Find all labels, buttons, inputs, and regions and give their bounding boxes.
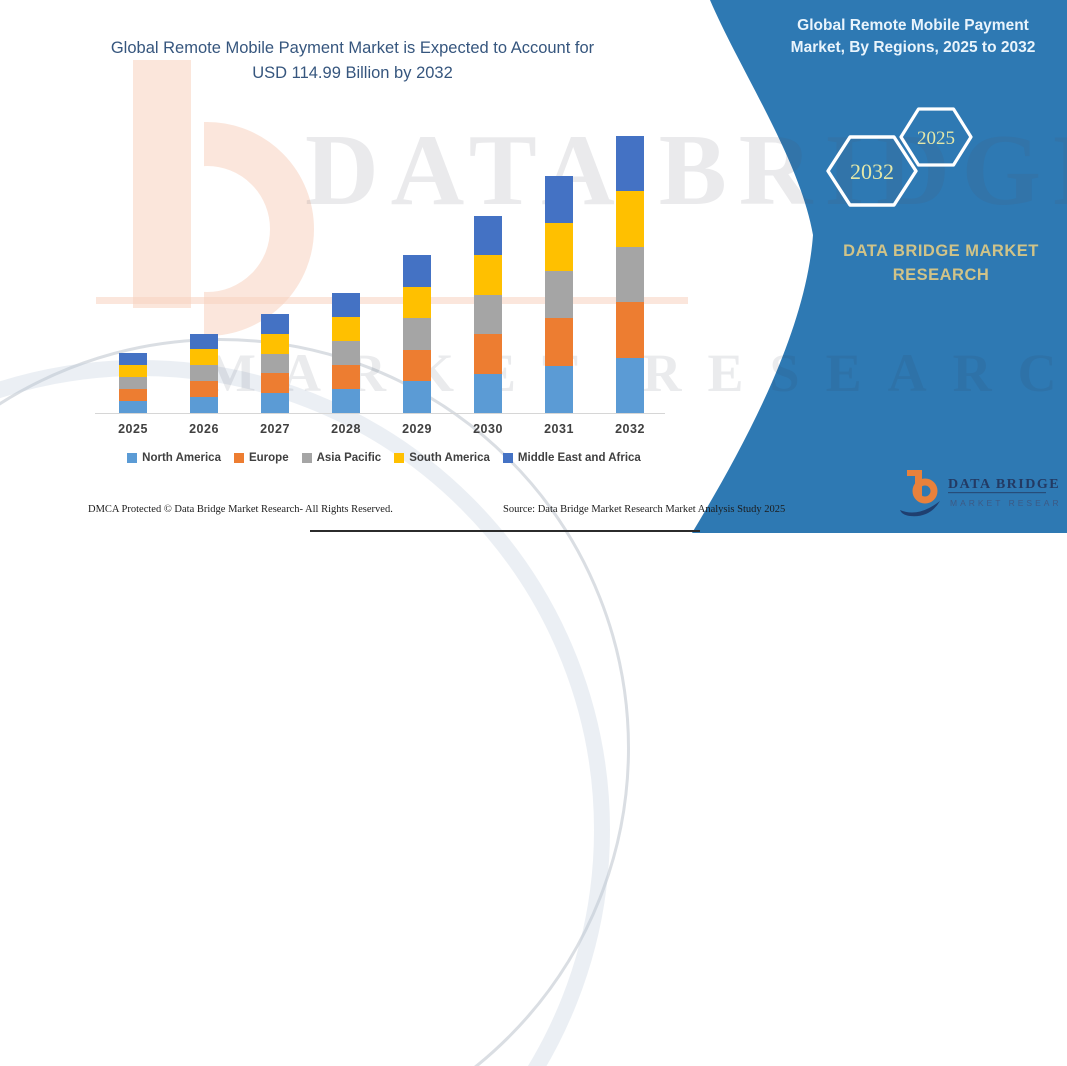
- x-axis-labels: 2025 2026 2027 2028 2029 2030 2031 2032: [95, 422, 665, 440]
- legend-item: South America: [394, 452, 490, 464]
- panel-title: Global Remote Mobile Payment Market, By …: [770, 15, 1056, 60]
- legend-swatch-icon: [502, 453, 513, 463]
- footer-source: Source: Data Bridge Market Research Mark…: [503, 504, 786, 515]
- bar-segment: [332, 340, 360, 365]
- bar-segment: [474, 373, 502, 413]
- bar-column-2031: [545, 175, 573, 413]
- legend-item: Middle East and Africa: [502, 452, 641, 464]
- bar-segment: [261, 333, 289, 354]
- bar-segment: [261, 353, 289, 374]
- brand-text: DATA BRIDGE MARKET RESEARCH: [818, 240, 1064, 288]
- bar-segment: [545, 270, 573, 318]
- x-axis-label: 2032: [615, 422, 645, 436]
- brand-text-line1: DATA BRIDGE MARKET: [843, 242, 1039, 260]
- legend-item: Europe: [233, 452, 289, 464]
- legend-swatch-icon: [127, 453, 138, 463]
- bar-segment: [545, 318, 573, 366]
- bar-segment: [616, 136, 644, 192]
- bar-column-2029: [403, 255, 431, 413]
- bar-segment: [261, 393, 289, 413]
- bar-segment: [119, 365, 147, 377]
- x-axis-label: 2025: [118, 422, 148, 436]
- bar-segment: [403, 381, 431, 413]
- hexagon-badges: 2032 2025: [826, 107, 973, 207]
- hexagon-2032-label: 2032: [850, 159, 894, 184]
- x-axis-label: 2030: [473, 422, 503, 436]
- bar-segment: [403, 286, 431, 319]
- bar-segment: [403, 349, 431, 382]
- legend-label: South America: [409, 452, 490, 464]
- x-axis-label: 2027: [260, 422, 290, 436]
- x-axis-label: 2028: [331, 422, 361, 436]
- legend-swatch-icon: [301, 453, 312, 463]
- legend-label: North America: [142, 452, 221, 464]
- bottom-border-line: [310, 530, 700, 532]
- page-title-line1: Global Remote Mobile Payment Market is E…: [110, 39, 595, 57]
- hexagon-2025: [899, 107, 973, 167]
- bar-segment: [474, 255, 502, 295]
- logo-wordmark: DATA BRIDGE: [948, 477, 1058, 492]
- bar-segment: [119, 377, 147, 389]
- blue-panel-shape: [692, 0, 1067, 533]
- legend-swatch-icon: [233, 453, 244, 463]
- bar-column-2030: [474, 215, 502, 413]
- bar-column-2032: [616, 136, 644, 413]
- legend-item: Asia Pacific: [301, 452, 382, 464]
- x-axis-label: 2029: [402, 422, 432, 436]
- bar-segment: [545, 223, 573, 271]
- bar-segment: [119, 389, 147, 401]
- bar-segment: [190, 397, 218, 413]
- bar-segment: [545, 175, 573, 223]
- page-title-line2: USD 114.99 Billion by 2032: [252, 63, 453, 82]
- bar-segment: [403, 255, 431, 287]
- logo-subtext: MARKET RESEARCH: [950, 498, 1058, 508]
- bar-segment: [332, 316, 360, 341]
- footer-dmca: DMCA Protected © Data Bridge Market Rese…: [88, 504, 393, 515]
- bar-segment: [403, 318, 431, 350]
- bar-column-2027: [261, 314, 289, 413]
- bar-segment: [474, 215, 502, 255]
- bar-segment: [616, 191, 644, 247]
- dbmr-logo-mark-icon: [900, 470, 940, 517]
- legend-label: Europe: [248, 452, 289, 464]
- hexagon-2025-label: 2025: [917, 128, 955, 149]
- blue-panel: [692, 0, 1067, 533]
- bar-segment: [190, 349, 218, 366]
- x-axis-label: 2026: [189, 422, 219, 436]
- x-axis-label: 2031: [544, 422, 574, 436]
- bar-segment: [190, 381, 218, 398]
- panel-title-line2: Market, By Regions, 2025 to 2032: [790, 39, 1036, 57]
- panel-title-line1: Global Remote Mobile Payment: [797, 17, 1029, 34]
- bar-segment: [616, 246, 644, 303]
- chart-legend: North America Europe Asia Pacific South Ame…: [88, 452, 680, 464]
- bar-segment: [545, 365, 573, 413]
- bar-segment: [616, 302, 644, 358]
- legend-item: North America: [127, 452, 221, 464]
- legend-label: Middle East and Africa: [517, 452, 641, 464]
- legend-swatch-icon: [394, 453, 405, 463]
- bar-segment: [474, 294, 502, 334]
- bar-segment: [332, 292, 360, 317]
- bar-segment: [261, 314, 289, 334]
- page-title: Global Remote Mobile Payment Market is E…: [80, 36, 625, 86]
- bar-column-2028: [332, 292, 360, 413]
- brand-text-line2: RESEARCH: [892, 265, 990, 284]
- bar-segment: [474, 334, 502, 374]
- dbmr-logo: DATA BRIDGE MARKET RESEARCH: [900, 470, 1058, 517]
- bar-column-2025: [119, 353, 147, 413]
- bar-segment: [119, 353, 147, 365]
- bar-segment: [190, 333, 218, 350]
- bar-segment: [261, 373, 289, 394]
- bar-segment: [332, 364, 360, 389]
- bar-column-2026: [190, 333, 218, 413]
- bar-segment: [332, 388, 360, 413]
- bar-segment: [190, 365, 218, 382]
- bar-segment: [119, 401, 147, 413]
- bar-segment: [616, 357, 644, 413]
- chart-plot-area: [95, 130, 665, 414]
- hexagon-2032: [826, 135, 918, 207]
- legend-label: Asia Pacific: [316, 452, 382, 464]
